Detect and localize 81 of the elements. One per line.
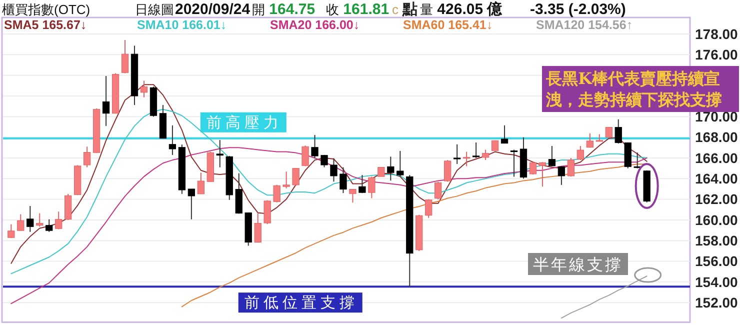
candlestick (311, 134, 318, 159)
y-tick-label: 166.00 (695, 150, 738, 166)
candlestick (368, 176, 376, 199)
candlestick (349, 188, 356, 204)
annotation: 量 426.05 億 (420, 1, 504, 18)
ref-line-label: 前高壓力 (206, 113, 282, 132)
candlestick (634, 152, 641, 169)
candlestick (83, 146, 91, 168)
candlestick (36, 212, 44, 228)
annotation: 開 164.75 (252, 1, 316, 18)
candlestick (576, 145, 584, 161)
candlestick (64, 193, 72, 220)
candlestick (8, 224, 15, 239)
candlestick (434, 181, 442, 200)
candlestick (387, 156, 394, 182)
candlestick (472, 142, 480, 158)
candlestick (378, 166, 385, 178)
chart-subtitle: 日線圖 (135, 2, 174, 17)
candlestick (102, 75, 110, 126)
candlestick (235, 172, 242, 214)
text: SMA120 154.56↑ (536, 18, 633, 32)
candlestick (121, 40, 129, 74)
candlestick (273, 184, 280, 203)
candlestick (330, 158, 338, 182)
candlestick (510, 149, 518, 178)
text: SMA20 166.00↓ (270, 18, 360, 32)
candlestick (358, 174, 366, 194)
annotation: -3.35 (-2.03%) (530, 1, 626, 18)
y-tick-label: 162.00 (695, 191, 738, 208)
candlestick (55, 211, 62, 230)
candlestick (46, 218, 53, 232)
candlestick (396, 150, 404, 178)
candlestick (454, 144, 461, 164)
chart-title: 櫃買指數(OTC) (2, 2, 90, 17)
ref-line-label: 前低位置支撐 (244, 294, 358, 312)
candlestick (188, 188, 195, 220)
annotation: 半年線支撐 (533, 255, 623, 274)
candlestick (168, 124, 176, 156)
y-tick-label: 154.00 (695, 274, 738, 290)
y-tick-label: 156.00 (695, 253, 738, 270)
candlestick (282, 171, 290, 189)
candlestick (320, 154, 328, 168)
text: SMA60 165.41↓ (403, 18, 493, 32)
candlestick (264, 200, 271, 225)
line-series (10, 108, 648, 274)
text: SMA10 166.01↓ (137, 18, 227, 32)
y-tick-label: 160.00 (695, 212, 738, 228)
candlestick (216, 140, 224, 168)
y-tick-label: 178.00 (695, 26, 738, 42)
y-tick-label: 170.00 (695, 108, 738, 125)
candlestick (140, 80, 148, 98)
candlestick (444, 160, 452, 182)
candlestick (292, 168, 300, 186)
candlestick (548, 145, 556, 167)
candlestick (567, 157, 575, 178)
candlestick (302, 145, 309, 167)
candlestick (254, 212, 262, 244)
candlestick (340, 166, 347, 194)
annotation: 長黑K棒代表賣壓持續宣洩，走勢持續下探找支撐 (545, 69, 722, 109)
text: SMA5 165.67↓ (4, 18, 87, 32)
candlestick (26, 206, 34, 232)
y-tick-label: 168.00 (695, 129, 738, 146)
y-tick-label: 176.00 (695, 46, 738, 63)
annotation: 收 161.81 (326, 1, 390, 18)
candlestick (586, 132, 594, 148)
candlestick (538, 162, 546, 188)
candlestick (482, 149, 490, 161)
candlestick (558, 166, 566, 186)
candlestick (529, 162, 537, 175)
y-tick-label: 152.00 (695, 294, 738, 310)
candlestick (17, 214, 24, 232)
y-tick-label: 164.00 (695, 170, 738, 187)
candlestick (500, 124, 508, 144)
candlestick (425, 198, 432, 218)
candlestick (197, 172, 204, 195)
annotation: 2020/09/24 (175, 1, 251, 18)
y-tick-label: 158.00 (695, 232, 738, 248)
candlestick (614, 118, 622, 144)
annotation: c 點 (392, 1, 418, 18)
candlestick (624, 142, 632, 169)
candlestick (463, 151, 470, 167)
